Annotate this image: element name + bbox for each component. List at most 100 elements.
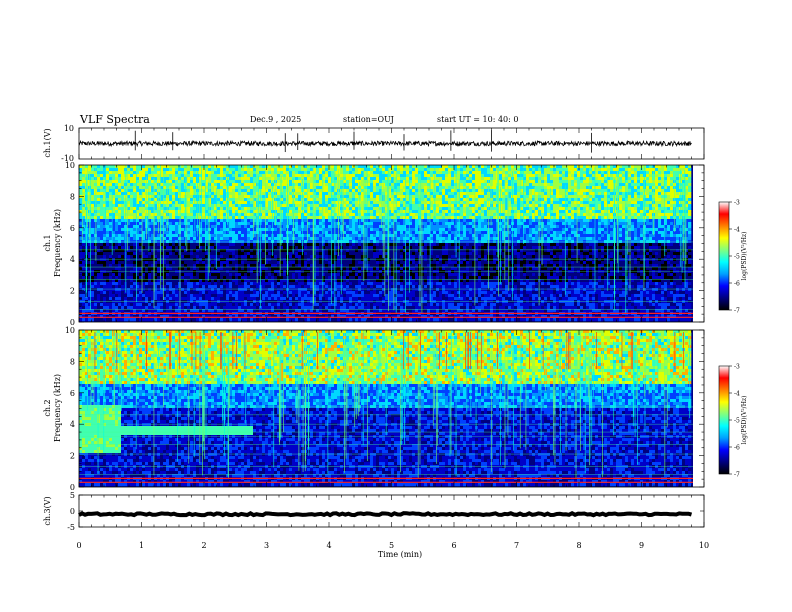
spectrogram-cell bbox=[577, 216, 581, 220]
spectrogram-cell bbox=[442, 216, 446, 220]
spectrogram-cell bbox=[586, 189, 590, 193]
spectrogram-cell bbox=[580, 186, 584, 190]
spectrogram-cell bbox=[412, 216, 416, 220]
spectrogram-cell bbox=[382, 231, 386, 235]
spectrogram-cell bbox=[508, 174, 512, 178]
spectrogram-cell bbox=[598, 213, 602, 217]
spectrogram-cell bbox=[211, 177, 215, 181]
spectrogram-cell bbox=[514, 219, 518, 223]
spectrogram-cell bbox=[427, 204, 431, 208]
spectrogram-cell bbox=[586, 165, 590, 169]
spectrogram-cell bbox=[493, 231, 497, 235]
spectrogram-cell bbox=[661, 228, 665, 232]
spectrogram-cell bbox=[304, 192, 308, 196]
spectrogram-cell bbox=[385, 186, 389, 190]
spectrogram-cell bbox=[460, 216, 464, 220]
spectrogram-cell bbox=[664, 168, 668, 172]
spectrogram-cell bbox=[487, 171, 491, 175]
spectrogram-cell bbox=[601, 177, 605, 181]
spectrogram-cell bbox=[325, 234, 329, 238]
spectrogram-cell bbox=[619, 189, 623, 193]
spectrogram-cell bbox=[505, 168, 509, 172]
spectrogram-cell bbox=[415, 204, 419, 208]
spectrogram-cell bbox=[307, 207, 311, 211]
spectrogram-cell bbox=[253, 228, 257, 232]
spectrogram-cell bbox=[130, 195, 134, 199]
spectrogram-cell bbox=[628, 225, 632, 229]
spectrogram-cell bbox=[478, 177, 482, 181]
spectrogram-cell bbox=[463, 177, 467, 181]
spectrogram-cell bbox=[526, 183, 530, 187]
spectrogram-cell bbox=[421, 171, 425, 175]
spectrogram-cell bbox=[676, 186, 680, 190]
spectrogram-cell bbox=[367, 210, 371, 214]
spectrogram-cell bbox=[547, 234, 551, 238]
spectrogram-cell bbox=[613, 168, 617, 172]
spectrogram-cell bbox=[310, 189, 314, 193]
spectrogram-cell bbox=[307, 165, 311, 169]
spectrogram-cell bbox=[568, 168, 572, 172]
spectrogram-cell bbox=[430, 231, 434, 235]
spectrogram-cell bbox=[160, 216, 164, 220]
spectrogram-cell bbox=[547, 189, 551, 193]
spectrogram-cell bbox=[142, 228, 146, 232]
spectrogram-cell bbox=[343, 177, 347, 181]
spectrogram-cell bbox=[475, 174, 479, 178]
spectrogram-cell bbox=[460, 189, 464, 193]
spectrogram-cell bbox=[529, 180, 533, 184]
spectrogram-cell bbox=[490, 213, 494, 217]
spectrogram-cell bbox=[211, 213, 215, 217]
spectrogram-cell bbox=[229, 201, 233, 205]
spectrogram-cell bbox=[277, 231, 281, 235]
spectrogram-cell bbox=[529, 225, 533, 229]
spectrogram-cell bbox=[526, 210, 530, 214]
spectrogram-cell bbox=[334, 183, 338, 187]
spectrogram-cell bbox=[481, 180, 485, 184]
spectrogram-cell bbox=[475, 180, 479, 184]
spectrogram-cell bbox=[349, 180, 353, 184]
spectrogram-cell bbox=[382, 186, 386, 190]
spectrogram-cell bbox=[541, 231, 545, 235]
spectrogram-cell bbox=[349, 207, 353, 211]
spectrogram-cell bbox=[223, 228, 227, 232]
spectrogram-cell bbox=[514, 201, 518, 205]
spectrogram-cell bbox=[175, 192, 179, 196]
spectrogram-cell bbox=[193, 168, 197, 172]
spectrogram-cell bbox=[577, 204, 581, 208]
spectrogram-cell bbox=[190, 183, 194, 187]
spectrogram-cell bbox=[565, 174, 569, 178]
spectrogram-cell bbox=[505, 231, 509, 235]
spectrogram-cell bbox=[481, 213, 485, 217]
spectrogram-cell bbox=[460, 210, 464, 214]
spectrogram-cell bbox=[283, 189, 287, 193]
spectrogram-cell bbox=[313, 207, 317, 211]
spectrogram-cell bbox=[238, 180, 242, 184]
spectrogram-cell bbox=[163, 225, 167, 229]
spectrogram-cell bbox=[685, 183, 689, 187]
spectrogram-cell bbox=[406, 225, 410, 229]
spectrogram-cell bbox=[511, 165, 515, 169]
spectrogram-cell bbox=[583, 183, 587, 187]
spectrogram-cell bbox=[82, 192, 86, 196]
spectrogram-cell bbox=[148, 168, 152, 172]
spectrogram-cell bbox=[670, 186, 674, 190]
spectrogram-cell bbox=[685, 207, 689, 211]
spectrogram-cell bbox=[166, 207, 170, 211]
spectrogram-cell bbox=[334, 225, 338, 229]
spectrogram-cell bbox=[238, 198, 242, 202]
spectrogram-cell bbox=[556, 183, 560, 187]
spectrogram-cell bbox=[280, 195, 284, 199]
spectrogram-cell bbox=[586, 180, 590, 184]
spectrogram-cell bbox=[223, 180, 227, 184]
spectrogram-cell bbox=[433, 231, 437, 235]
spectrogram-cell bbox=[310, 168, 314, 172]
spectrogram-cell bbox=[568, 192, 572, 196]
spectrogram-cell bbox=[82, 180, 86, 184]
spectrogram-cell bbox=[457, 219, 461, 223]
spectrogram-cell bbox=[325, 168, 329, 172]
spectrogram-cell bbox=[430, 207, 434, 211]
spectrogram-cell bbox=[520, 177, 524, 181]
spectrogram-cell bbox=[283, 228, 287, 232]
spectrogram-cell bbox=[388, 231, 392, 235]
